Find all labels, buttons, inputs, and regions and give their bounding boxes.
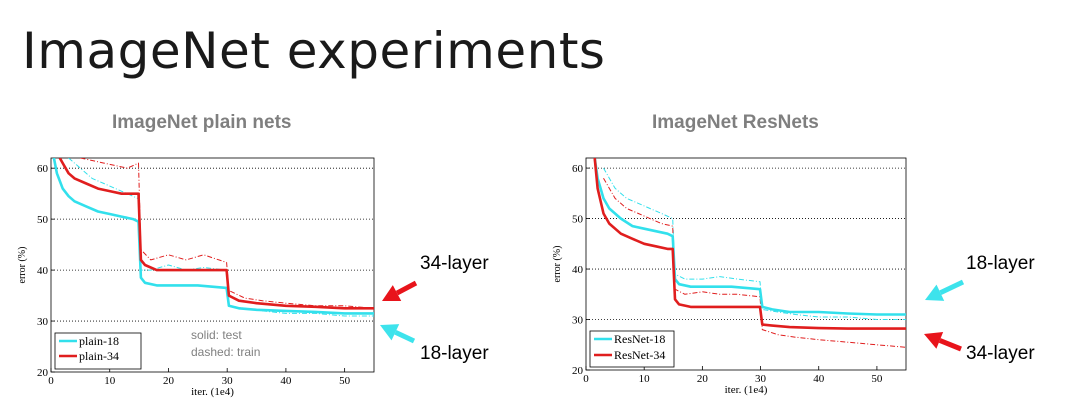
x-tick-label-10: 10	[639, 373, 651, 385]
y-tick-label-50: 50	[37, 214, 49, 226]
series-line-resnet-18-train	[603, 167, 906, 320]
y-tick-label-60: 60	[37, 163, 49, 175]
y-tick-label-20: 20	[572, 365, 584, 377]
series-group	[593, 158, 906, 348]
x-tick-label-20: 20	[697, 373, 709, 385]
plot-frame	[50, 157, 375, 373]
series-line-plain-18	[52, 158, 374, 315]
callout-res-18-layer: 18-layer	[966, 253, 1035, 274]
x-tick-label-30: 30	[755, 373, 767, 385]
x-tick-label-50: 50	[339, 375, 351, 387]
arrow-res-34-icon	[924, 332, 962, 352]
legend-box	[589, 330, 675, 368]
chart-plain: 20 30 40 50 60 0 10 20 30 40 50 iter. (1e4) error (%…	[17, 157, 375, 398]
chart-resnet: 20 30 40 50 60 0 10 20 30 40 50 iter. (1e4) error (%…	[552, 157, 907, 396]
note-dashed: dashed: train	[191, 345, 261, 359]
series-line-resnet-34	[593, 158, 906, 330]
legend-label-resnet-34: ResNet-34	[614, 348, 665, 362]
callout-plain-18-layer: 18-layer	[420, 343, 489, 364]
legend-label-plain-18: plain-18	[79, 334, 119, 348]
x-tick-label-40: 40	[813, 373, 825, 385]
series-group	[52, 158, 374, 317]
legend-box	[54, 332, 142, 370]
x-tick-label-10: 10	[104, 375, 116, 387]
x-tick-label-50: 50	[871, 373, 883, 385]
note-solid: solid: test	[191, 328, 242, 342]
y-tick-label-30: 30	[37, 316, 49, 328]
y-tick-label-60: 60	[572, 163, 584, 175]
y-tick-label-50: 50	[572, 214, 584, 226]
x-axis-label: iter. (1e4)	[725, 384, 768, 396]
callout-plain-34-layer: 34-layer	[420, 253, 489, 274]
legend-label-plain-34: plain-34	[79, 349, 119, 363]
arrow-res-18-icon	[925, 279, 965, 301]
series-line-plain-34-train	[80, 158, 374, 309]
series-line-resnet-18	[593, 158, 906, 316]
slide-title: ImageNet experiments	[22, 22, 606, 80]
y-tick-label-30: 30	[572, 315, 584, 327]
y-axis-label: error (%)	[552, 246, 563, 283]
chart-title-plain: ImageNet plain nets	[112, 112, 292, 133]
y-tick-label-20: 20	[37, 367, 49, 379]
arrow-plain-18-icon	[380, 324, 416, 344]
series-line-plain-18-train	[68, 158, 374, 317]
x-tick-label-40: 40	[280, 375, 292, 387]
callout-res-34-layer: 34-layer	[966, 343, 1035, 364]
series-line-resnet-34-train	[603, 177, 906, 348]
y-tick-label-40: 40	[572, 264, 584, 276]
x-tick-label-20: 20	[163, 375, 175, 387]
arrow-plain-34-icon	[382, 280, 418, 301]
chart-title-resnet: ImageNet ResNets	[652, 112, 819, 133]
plot-frame	[585, 157, 907, 371]
x-tick-label-0: 0	[583, 373, 589, 385]
legend: ResNet-18 ResNet-34	[589, 330, 675, 368]
x-axis-label: iter. (1e4)	[191, 386, 234, 398]
y-tick-label-40: 40	[37, 265, 49, 277]
x-tick-label-30: 30	[222, 375, 234, 387]
x-tick-label-0: 0	[48, 375, 54, 387]
y-axis-label: error (%)	[17, 247, 28, 284]
series-line-plain-34	[58, 158, 374, 310]
legend-label-resnet-18: ResNet-18	[614, 332, 665, 346]
